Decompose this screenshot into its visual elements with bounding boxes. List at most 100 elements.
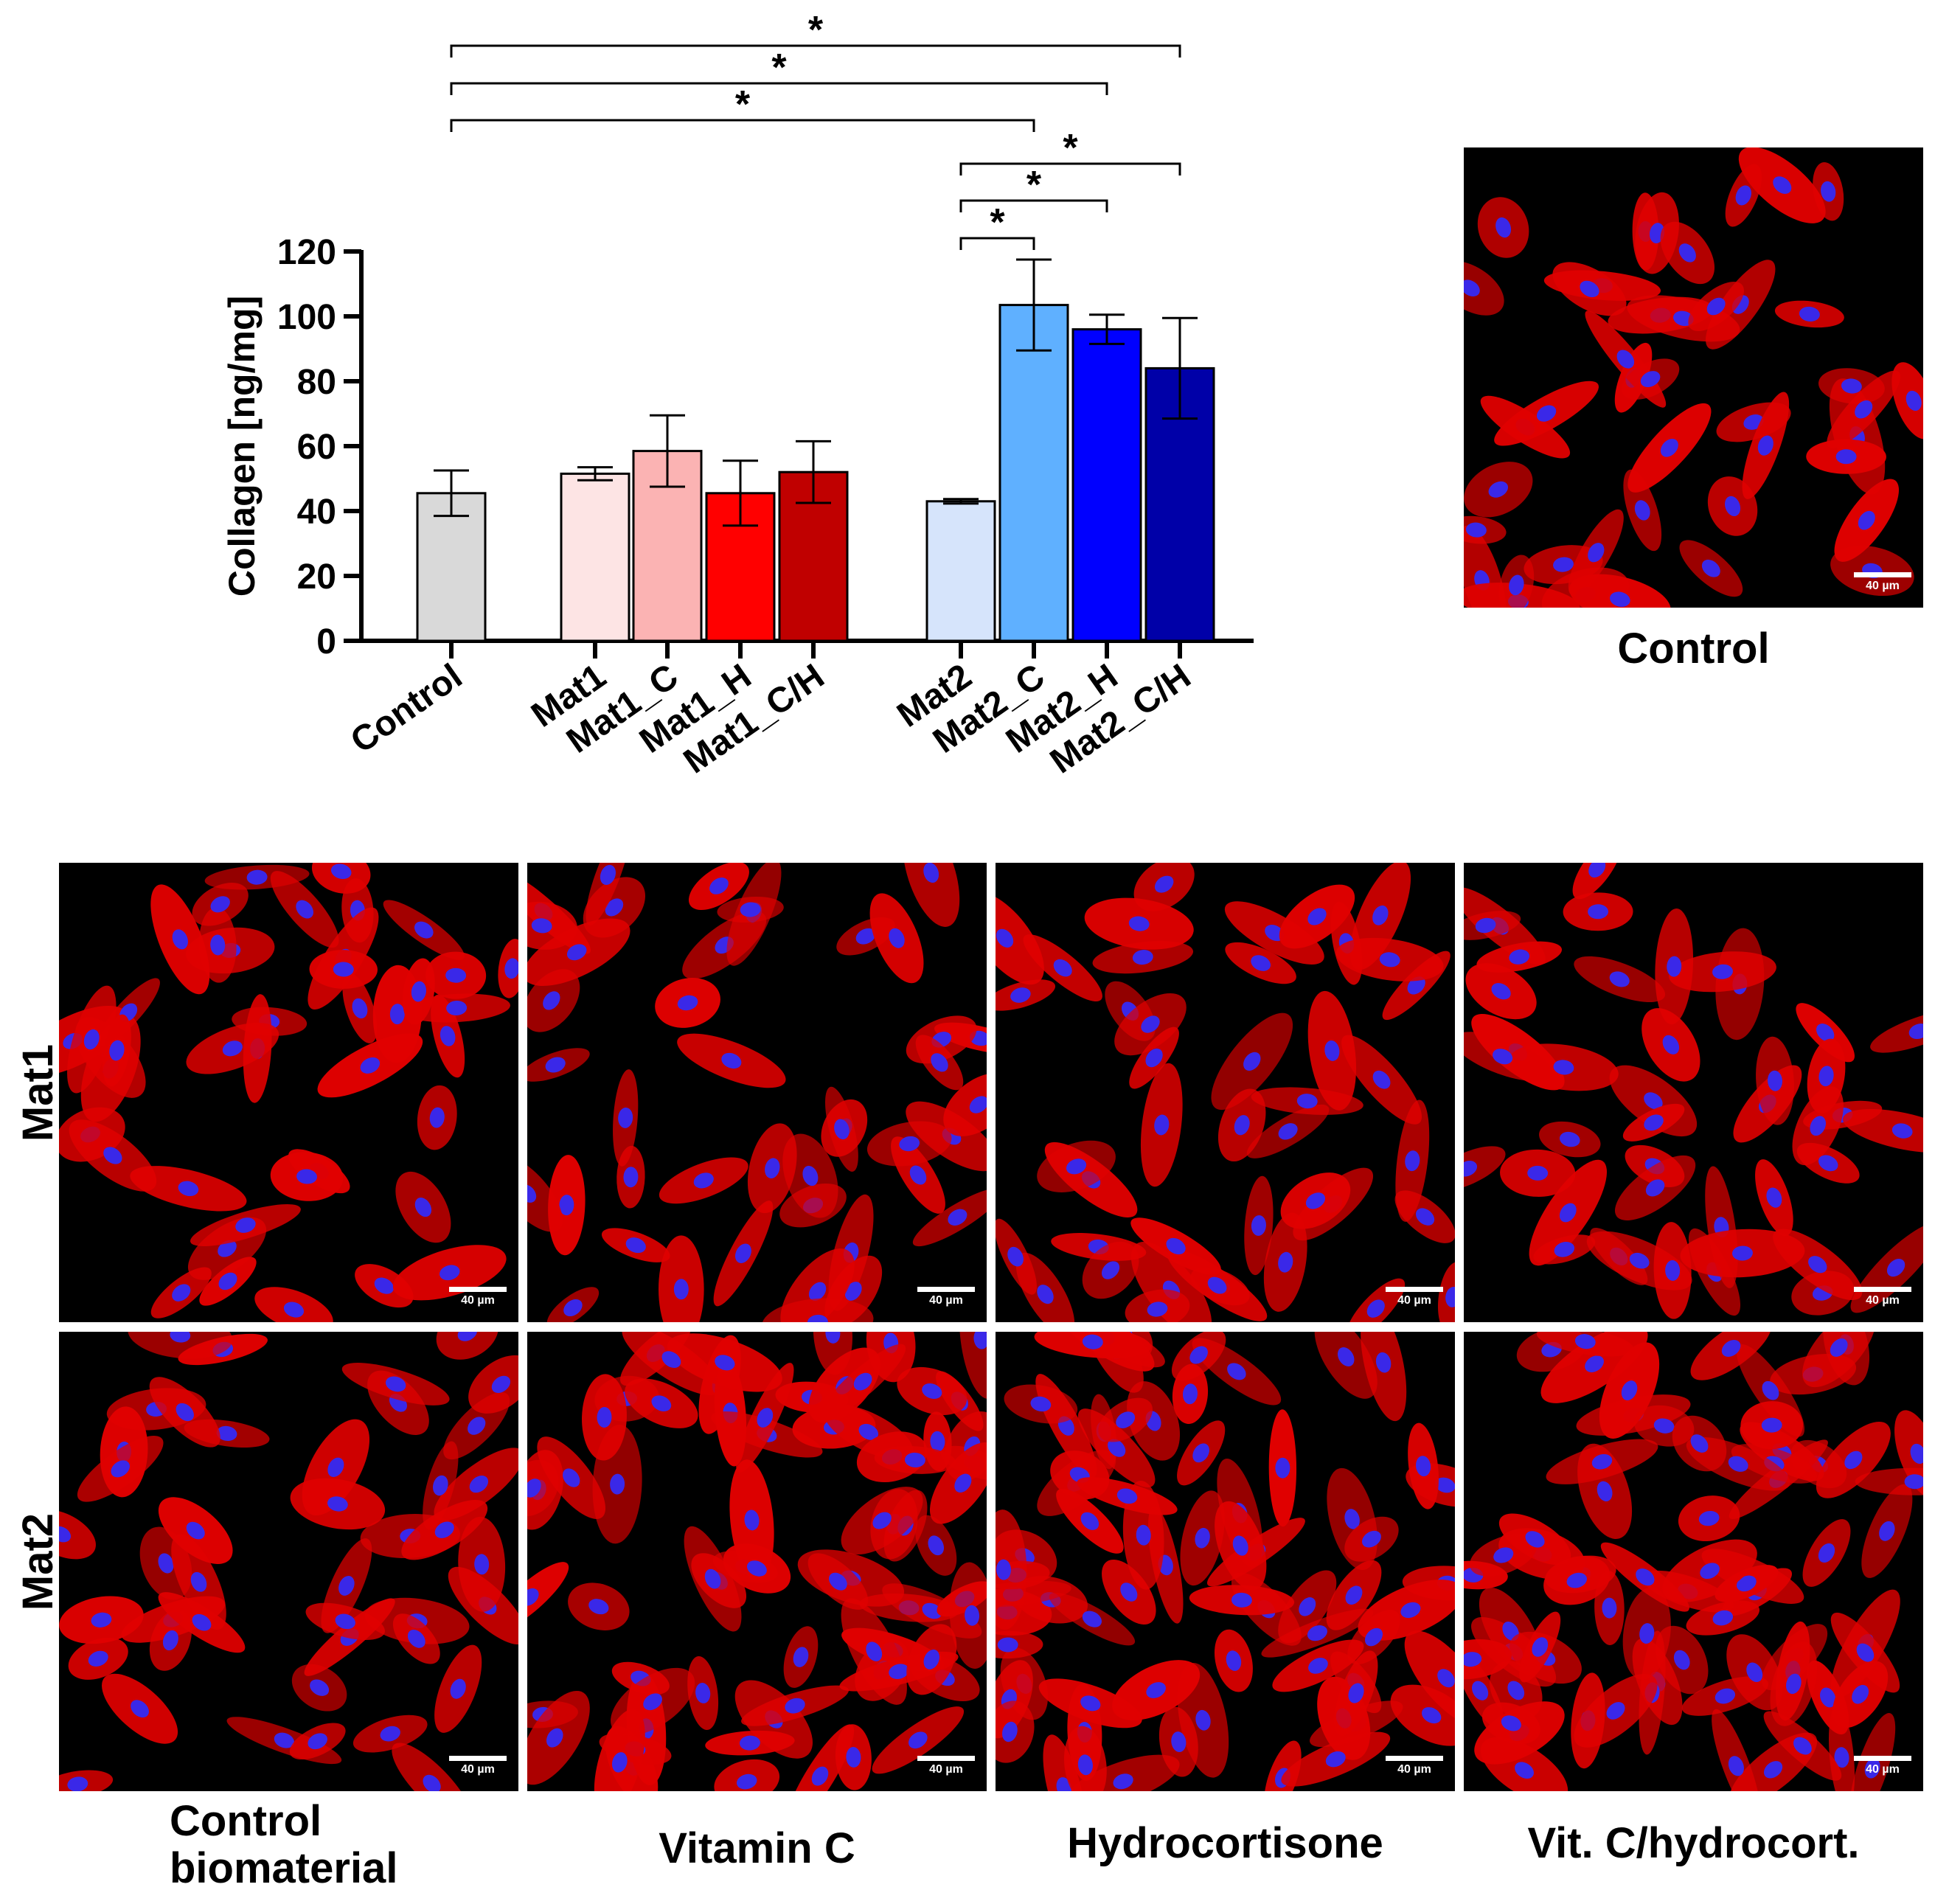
cell-nucleus: [1077, 1754, 1093, 1776]
significance-star: *: [735, 83, 751, 126]
cell-nucleus: [1536, 405, 1557, 422]
cell-nucleus: [922, 1383, 942, 1400]
cell-nucleus: [1588, 904, 1609, 920]
cell-nucleus: [1818, 1066, 1834, 1087]
cell-nucleus: [1660, 438, 1678, 457]
cell-nucleus: [1154, 1114, 1170, 1136]
cell-nucleus: [1591, 1453, 1613, 1470]
cell-texture: [59, 863, 518, 1322]
cell-texture: [1464, 1332, 1923, 1791]
cell-nucleus: [1736, 1575, 1757, 1592]
cell-texture: [59, 1332, 518, 1791]
y-tick-label: 120: [277, 233, 336, 272]
scale-bar: 40 µm: [449, 1756, 507, 1781]
cell-nucleus: [1904, 1474, 1923, 1490]
cell-nucleus: [1588, 543, 1605, 563]
cell-nucleus: [677, 995, 698, 1011]
cell-nucleus: [1361, 1530, 1381, 1548]
cell-nucleus: [889, 1664, 909, 1679]
cell-nucleus: [563, 1468, 580, 1487]
scale-bar: 40 µm: [449, 1287, 507, 1312]
row-label-mat2: Mat2: [14, 1512, 62, 1611]
cell-nucleus: [1324, 1040, 1340, 1061]
cell-nucleus: [1120, 1582, 1138, 1602]
cell-nucleus: [1080, 1512, 1099, 1530]
cell-nucleus: [491, 1375, 511, 1394]
micrograph-mat2-vitc-hydrocort: 40 µm: [1464, 1332, 1923, 1791]
cell-nucleus: [1644, 1092, 1663, 1110]
scale-bar-label: 40 µm: [1397, 1294, 1431, 1307]
cell-nucleus: [474, 1554, 490, 1575]
cell-nucleus: [1667, 956, 1682, 977]
cell-nucleus: [1226, 1650, 1242, 1671]
cell-nucleus: [423, 1774, 441, 1791]
cell-nucleus: [158, 1553, 174, 1574]
cell-nucleus: [1746, 1662, 1763, 1683]
cell-nucleus: [1621, 1380, 1638, 1401]
cell-nucleus: [844, 1282, 862, 1301]
cell-nucleus: [527, 1479, 541, 1498]
cell-nucleus: [218, 1240, 237, 1257]
bar: [416, 492, 487, 642]
cell-nucleus: [360, 1057, 381, 1074]
cell-nucleus: [709, 877, 729, 894]
cell-nucleus: [931, 1053, 948, 1072]
cell-cytoplasm: [59, 1770, 114, 1791]
cell-nucleus: [1785, 1673, 1802, 1695]
cell-nucleus: [1278, 1251, 1293, 1273]
cell-nucleus: [445, 967, 467, 983]
cell-nucleus: [1437, 1669, 1455, 1688]
cell-nucleus: [176, 1403, 194, 1422]
cell-texture: [527, 1332, 987, 1791]
cell-nucleus: [605, 898, 624, 917]
y-tick-label: 60: [297, 428, 336, 467]
cell-nucleus: [1101, 1261, 1120, 1279]
cell-nucleus: [1844, 1450, 1863, 1470]
cell-nucleus: [1509, 949, 1530, 965]
cell-nucleus: [922, 1602, 942, 1619]
cell-nucleus: [192, 1613, 212, 1631]
cell-nucleus: [643, 1693, 662, 1711]
cell-nucleus: [389, 1004, 405, 1025]
scale-bar-label: 40 µm: [461, 1294, 495, 1307]
cell-nucleus: [1147, 1302, 1168, 1317]
significance-star: *: [990, 201, 1005, 244]
cell-nucleus: [1525, 1531, 1545, 1548]
cell-nucleus: [1735, 185, 1752, 206]
cell-nucleus: [504, 958, 518, 979]
cell-nucleus: [1296, 1094, 1318, 1109]
cell-nucleus: [246, 869, 268, 885]
cell-nucleus: [923, 1649, 940, 1670]
cell-nucleus: [1307, 908, 1327, 925]
cell-nucleus: [1195, 1709, 1211, 1731]
cell-nucleus: [1856, 1643, 1875, 1662]
cell-nucleus: [846, 1746, 861, 1768]
cell-nucleus: [457, 1332, 478, 1341]
cell-nucleus: [432, 1475, 448, 1496]
cell-nucleus: [296, 900, 314, 919]
cell-nucleus: [1725, 496, 1741, 517]
bar: [925, 500, 996, 642]
cell-nucleus: [1767, 1070, 1783, 1091]
cell-nucleus: [1471, 1681, 1489, 1700]
cell-texture: [1464, 147, 1923, 608]
cell-nucleus: [1141, 1015, 1160, 1033]
cell-nucleus: [1082, 1334, 1103, 1349]
cell-nucleus: [170, 1332, 191, 1343]
cell-nucleus: [1275, 1457, 1290, 1479]
cell-nucleus: [1574, 1334, 1596, 1349]
cell-nucleus: [1132, 950, 1153, 965]
cell-nucleus: [67, 1776, 88, 1791]
cell-nucleus: [218, 1272, 237, 1290]
column-caption-hydrocortisone: Hydrocortisone: [1067, 1819, 1383, 1867]
cell-nucleus: [1855, 400, 1873, 419]
cell-nucleus: [1082, 1611, 1102, 1627]
cell-nucleus: [661, 1351, 681, 1369]
cell-nucleus: [1056, 1777, 1072, 1791]
scale-bar-label: 40 µm: [461, 1763, 495, 1776]
cell-nucleus: [611, 1752, 628, 1773]
cell-nucleus: [1715, 1688, 1736, 1704]
cell-nucleus: [1799, 306, 1820, 322]
significance-star: *: [1026, 164, 1042, 206]
cell-nucleus: [111, 1460, 130, 1478]
